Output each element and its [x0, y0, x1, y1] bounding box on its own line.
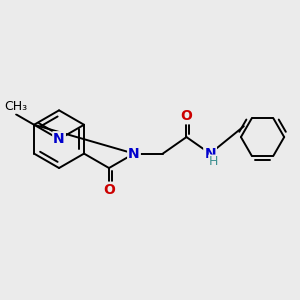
Text: N: N: [204, 147, 216, 160]
Text: H: H: [209, 155, 218, 168]
Text: CH₃: CH₃: [4, 100, 28, 113]
Text: N: N: [53, 132, 65, 146]
Text: N: N: [128, 147, 140, 160]
Text: O: O: [181, 109, 192, 123]
Text: O: O: [103, 183, 115, 197]
